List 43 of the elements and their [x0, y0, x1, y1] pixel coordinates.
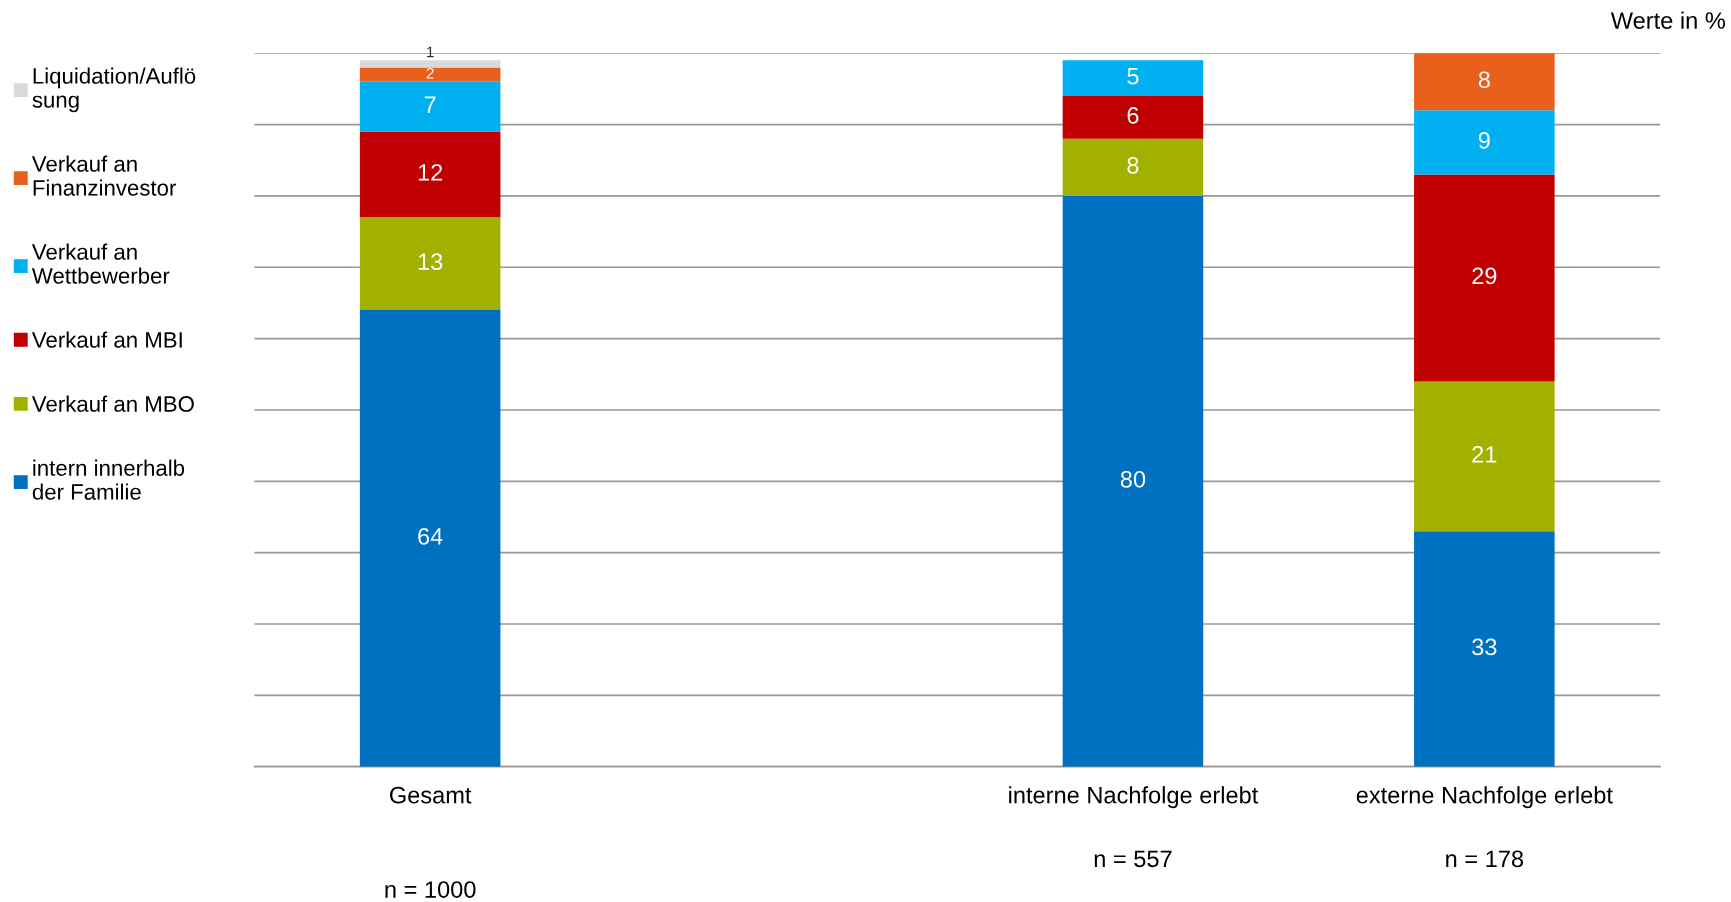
- text: n = 178: [1446, 850, 1524, 868]
- legend-label: intern innerhalb der Familie: [32, 459, 185, 500]
- x-tick-label: externe Nachfolge erlebt: [1356, 786, 1613, 809]
- bar: [359, 67, 501, 82]
- legend-label: Verkauf an Finanzinvestor: [31, 155, 176, 196]
- text: n = 1000: [385, 881, 476, 898]
- data-label: 6: [1127, 107, 1139, 124]
- data-label: 13: [418, 253, 443, 271]
- data-label: 8: [1478, 71, 1490, 89]
- bar: [359, 131, 501, 218]
- legend-label: Verkauf an Wettbewerber: [31, 243, 170, 284]
- bar: [1062, 96, 1204, 139]
- bar: [1414, 381, 1555, 532]
- bar: [359, 60, 501, 68]
- data-label: 29: [1472, 267, 1497, 285]
- data-label: 21: [1472, 445, 1497, 463]
- data-label: 1: [427, 46, 434, 58]
- bar: [359, 81, 501, 132]
- data-label: 5: [1127, 68, 1139, 85]
- data-label: 2: [426, 67, 434, 79]
- x-tick-label: interne Nachfolge erlebt: [1009, 786, 1259, 809]
- bar: [1062, 60, 1204, 97]
- bar: [1414, 110, 1555, 175]
- data-label: 7: [424, 96, 436, 113]
- bar: [1062, 195, 1204, 767]
- x-tick-label: Gesamt: [390, 786, 472, 804]
- data-label: 9: [1478, 132, 1490, 149]
- data-label: 8: [1127, 156, 1139, 174]
- bar: [1414, 531, 1555, 767]
- bar: [1414, 53, 1555, 111]
- data-label: 33: [1472, 638, 1497, 656]
- legend-label: Liquidation/Auflö sung: [32, 67, 196, 113]
- bar: [359, 310, 501, 767]
- data-label: 64: [418, 528, 443, 545]
- bar: [359, 217, 501, 311]
- data-label: 80: [1120, 470, 1146, 488]
- data-label: 12: [418, 164, 443, 181]
- bar: [1414, 174, 1555, 382]
- bar: [1062, 138, 1204, 196]
- legend-label: Verkauf an MBI: [31, 331, 182, 348]
- text: Werte in %: [1610, 11, 1725, 29]
- text: n = 557: [1094, 850, 1172, 868]
- legend-label: Verkauf an MBO: [31, 395, 194, 412]
